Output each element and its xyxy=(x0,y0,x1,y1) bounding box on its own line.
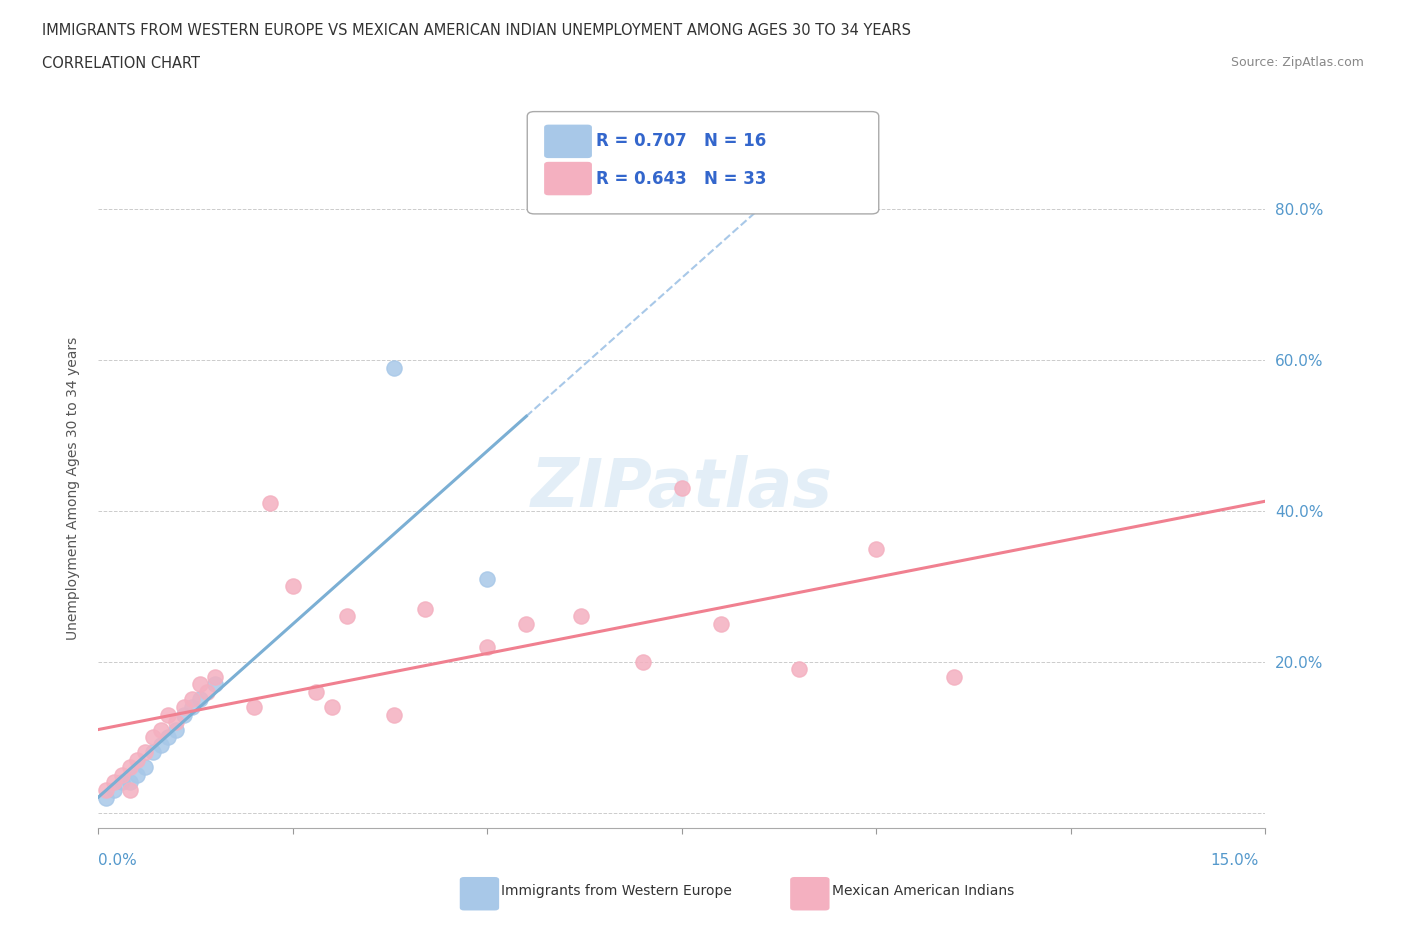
Point xyxy=(111,775,134,790)
Text: Source: ZipAtlas.com: Source: ZipAtlas.com xyxy=(1230,56,1364,69)
Point xyxy=(127,752,149,767)
Point xyxy=(134,760,156,775)
Text: 15.0%: 15.0% xyxy=(1211,853,1258,868)
Point xyxy=(142,730,165,745)
Point xyxy=(165,723,187,737)
Text: CORRELATION CHART: CORRELATION CHART xyxy=(42,56,200,71)
Point xyxy=(103,782,125,797)
Point xyxy=(413,602,436,617)
Point xyxy=(382,360,405,375)
Point xyxy=(127,767,149,782)
Point xyxy=(787,662,810,677)
Point xyxy=(321,699,343,714)
Point xyxy=(180,699,202,714)
Point xyxy=(477,639,499,654)
Point xyxy=(134,745,156,760)
Point xyxy=(243,699,266,714)
Point xyxy=(259,496,281,511)
Point xyxy=(515,617,537,631)
Point xyxy=(103,775,125,790)
Point xyxy=(96,782,118,797)
Text: R = 0.707   N = 16: R = 0.707 N = 16 xyxy=(596,132,766,151)
Y-axis label: Unemployment Among Ages 30 to 34 years: Unemployment Among Ages 30 to 34 years xyxy=(66,337,80,640)
Point xyxy=(336,609,359,624)
Point xyxy=(96,790,118,805)
Point xyxy=(180,692,202,707)
Point xyxy=(943,670,966,684)
Point xyxy=(195,684,218,699)
Point xyxy=(118,760,141,775)
Point xyxy=(118,782,141,797)
Point xyxy=(149,737,172,752)
Point xyxy=(188,692,211,707)
Text: 0.0%: 0.0% xyxy=(98,853,138,868)
Point xyxy=(111,767,134,782)
Point xyxy=(671,481,693,496)
Point xyxy=(569,609,592,624)
Text: R = 0.643   N = 33: R = 0.643 N = 33 xyxy=(596,169,766,188)
Point xyxy=(173,699,195,714)
Point xyxy=(142,745,165,760)
Point xyxy=(149,723,172,737)
Text: ZIPatlas: ZIPatlas xyxy=(531,456,832,521)
Point xyxy=(382,707,405,722)
Point xyxy=(188,677,211,692)
Point xyxy=(305,684,328,699)
Point xyxy=(165,714,187,729)
Point xyxy=(204,670,226,684)
Point xyxy=(631,655,654,670)
Text: Mexican American Indians: Mexican American Indians xyxy=(832,884,1015,898)
Point xyxy=(281,578,304,593)
Text: IMMIGRANTS FROM WESTERN EUROPE VS MEXICAN AMERICAN INDIAN UNEMPLOYMENT AMONG AGE: IMMIGRANTS FROM WESTERN EUROPE VS MEXICA… xyxy=(42,23,911,38)
Point xyxy=(865,541,887,556)
Point xyxy=(204,677,226,692)
Point xyxy=(157,707,180,722)
Text: Immigrants from Western Europe: Immigrants from Western Europe xyxy=(501,884,731,898)
Point xyxy=(118,775,141,790)
Point xyxy=(173,707,195,722)
Point xyxy=(710,617,733,631)
Point xyxy=(157,730,180,745)
Point xyxy=(477,571,499,586)
